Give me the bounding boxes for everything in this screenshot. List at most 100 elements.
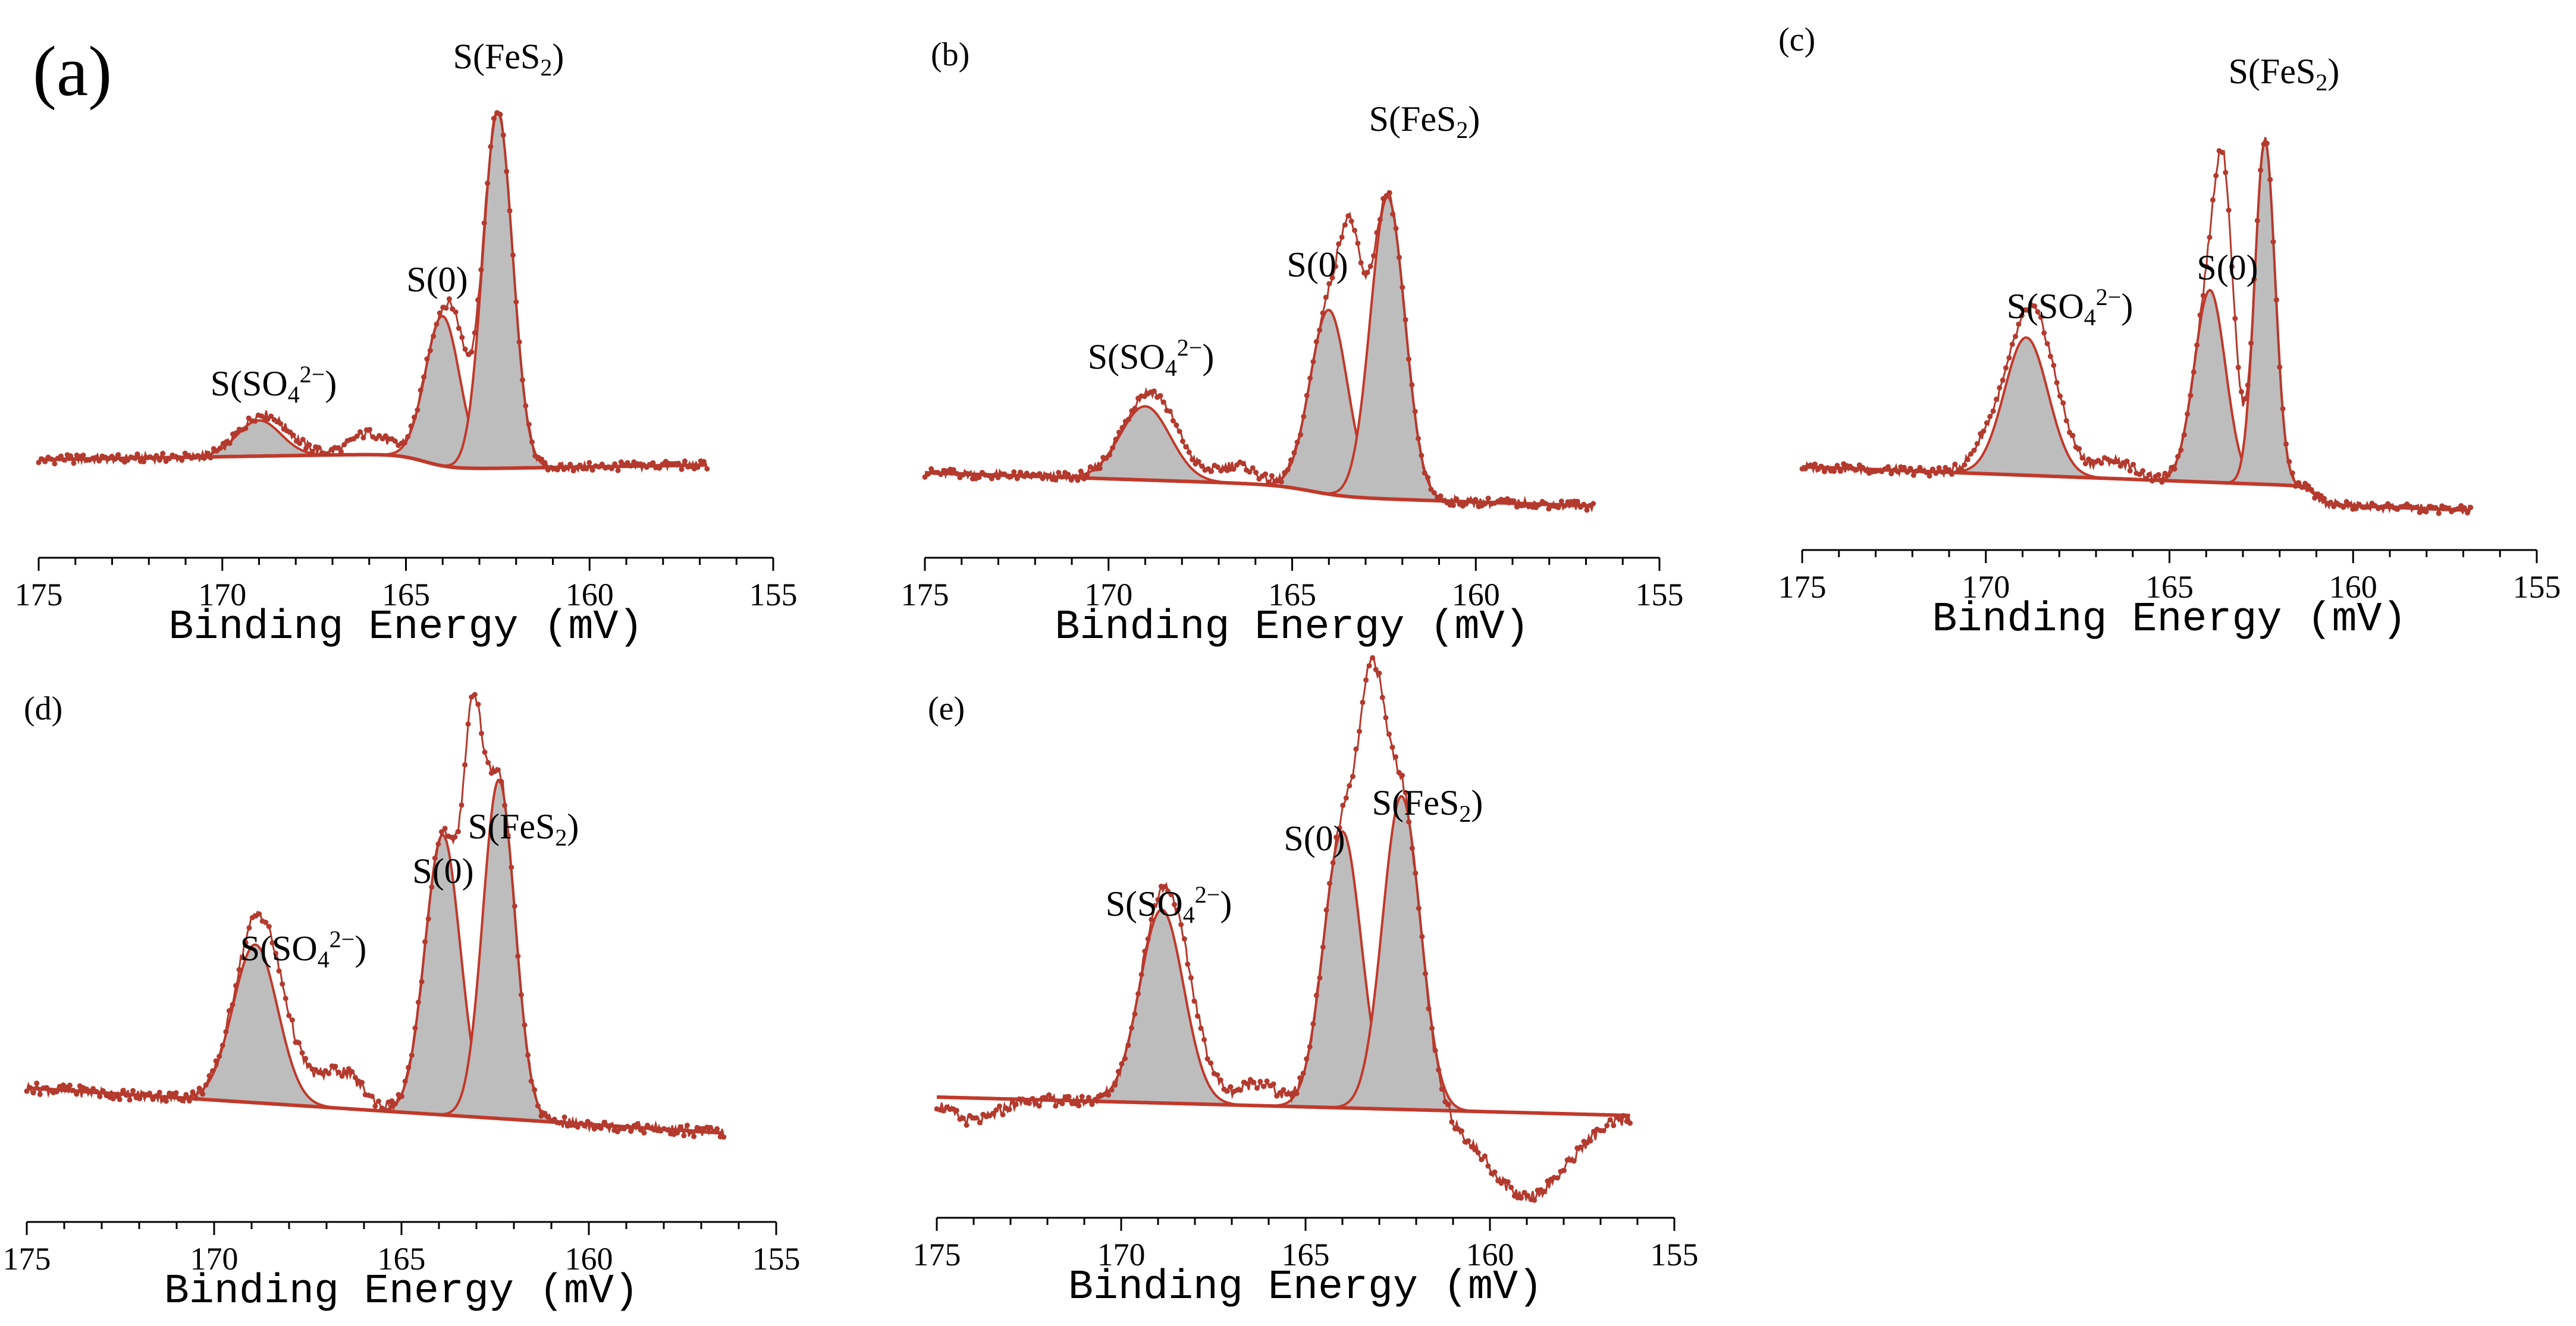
data-point — [1393, 225, 1399, 231]
data-point — [233, 983, 239, 989]
data-point — [1310, 1021, 1316, 1027]
data-point — [1076, 1103, 1082, 1109]
data-point — [2296, 480, 2302, 486]
data-point — [1562, 503, 1568, 509]
data-point — [1008, 474, 1014, 480]
data-point — [349, 1069, 355, 1074]
data-point — [1195, 1013, 1200, 1019]
data-point — [306, 442, 312, 448]
data-point — [505, 832, 511, 838]
data-point — [542, 1110, 547, 1116]
data-point — [462, 762, 468, 768]
data-point — [1393, 754, 1398, 760]
data-point — [2032, 303, 2038, 309]
data-point — [2305, 483, 2311, 489]
data-point — [1208, 1060, 1214, 1066]
data-point — [190, 1089, 196, 1095]
data-point — [2353, 505, 2359, 511]
data-point — [130, 1088, 136, 1094]
data-point — [681, 1133, 687, 1139]
data-point — [2127, 468, 2133, 474]
data-point — [1994, 396, 1999, 402]
data-point — [1301, 414, 1307, 419]
panel-c: (c) 175 170 165 160 155 Binding Energy (mV) S(S… — [1778, 21, 2561, 643]
data-point — [166, 455, 172, 461]
data-point — [586, 460, 592, 466]
data-point — [1511, 498, 1517, 504]
data-point — [114, 1094, 120, 1099]
component-peak-0 — [1039, 908, 1285, 1108]
data-point — [206, 1073, 212, 1079]
data-point — [1030, 1096, 1036, 1102]
data-point — [147, 1091, 152, 1096]
data-point — [1250, 465, 1256, 471]
data-envelope-line — [936, 656, 1631, 1203]
x-tick-label: 165 — [378, 1241, 426, 1277]
data-point — [664, 1127, 670, 1133]
x-tick-label: 165 — [382, 577, 430, 612]
data-point — [1406, 819, 1412, 825]
data-point — [1160, 399, 1166, 405]
x-tick-label: 170 — [1962, 569, 2010, 605]
data-point — [80, 453, 86, 458]
data-point — [721, 1134, 727, 1140]
data-envelope-line — [1802, 137, 2471, 517]
data-point — [2239, 389, 2244, 395]
data-point — [993, 1107, 999, 1113]
data-point — [2280, 406, 2286, 411]
data-point — [1056, 470, 1062, 476]
data-point — [2414, 504, 2420, 510]
data-point — [650, 460, 656, 466]
data-point — [1525, 1193, 1530, 1199]
data-point — [1340, 802, 1346, 808]
data-point — [309, 448, 315, 454]
data-point — [551, 1116, 557, 1122]
data-point — [612, 461, 618, 467]
data-point — [418, 387, 423, 393]
data-point — [1014, 476, 1020, 482]
data-point — [1466, 1138, 1471, 1144]
data-point — [289, 1017, 295, 1023]
data-point — [1379, 695, 1385, 700]
data-point — [1997, 385, 2003, 391]
data-point — [1254, 1085, 1260, 1091]
data-point — [2299, 485, 2305, 490]
data-point — [1445, 1102, 1451, 1107]
x-axis-title: Binding Energy (mV) — [1932, 596, 2406, 643]
data-point — [674, 1130, 680, 1136]
data-point — [1940, 469, 1945, 475]
data-point — [1574, 498, 1580, 504]
data-point — [226, 1008, 232, 1014]
data-point — [219, 1042, 225, 1048]
data-point — [1345, 213, 1351, 219]
data-point — [2076, 446, 2082, 452]
data-point — [509, 865, 514, 871]
data-point — [2465, 510, 2470, 516]
x-tick-label: 170 — [1097, 1237, 1146, 1272]
data-point — [156, 1089, 162, 1095]
data-point — [1323, 907, 1329, 913]
data-point — [1244, 1081, 1250, 1086]
data-point — [1151, 903, 1157, 909]
data-point — [2219, 150, 2225, 155]
data-point — [1426, 1006, 1432, 1011]
data-point — [1532, 1197, 1538, 1203]
data-point — [1334, 834, 1339, 840]
data-point — [325, 451, 331, 457]
data-point — [1617, 1116, 1623, 1122]
x-tick-label: 175 — [1778, 569, 1827, 605]
data-point — [96, 458, 102, 464]
data-point — [343, 1070, 349, 1076]
data-point — [1186, 450, 1192, 455]
data-point — [677, 1124, 683, 1130]
data-point — [1396, 254, 1402, 260]
data-point — [1400, 772, 1405, 778]
data-point — [1419, 453, 1425, 458]
data-point — [339, 1073, 345, 1079]
x-tick-label: 160 — [566, 577, 614, 612]
data-point — [1584, 507, 1590, 513]
data-point — [625, 1123, 630, 1129]
data-point — [507, 208, 513, 213]
data-point — [1327, 881, 1332, 887]
data-point — [1353, 746, 1359, 752]
